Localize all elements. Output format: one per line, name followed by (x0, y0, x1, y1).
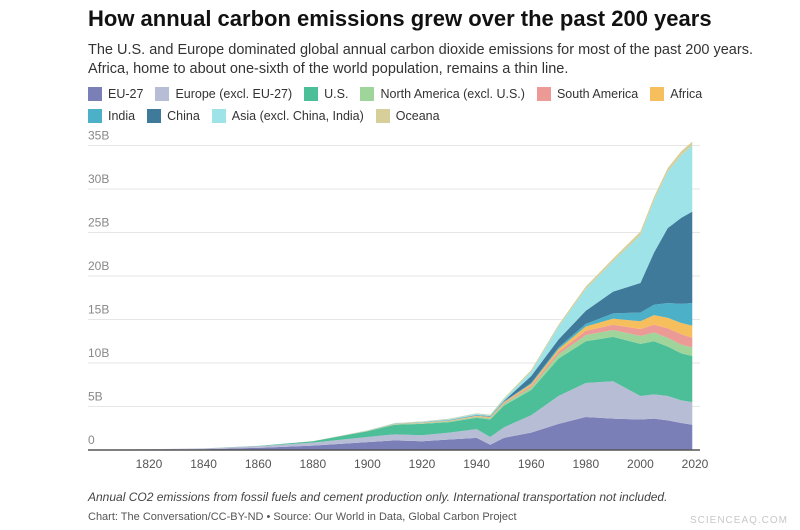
area-series-europe-excl-eu-27- (94, 381, 693, 450)
legend-label: China (167, 109, 200, 123)
area-series-eu-27 (94, 416, 693, 450)
legend-swatch (650, 87, 665, 101)
legend-item: Africa (650, 87, 702, 101)
legend-label: Oceana (395, 109, 440, 123)
y-tick-label: 35B (88, 129, 109, 143)
legend-item: EU-27 (88, 87, 143, 101)
legend-label: Asia (excl. China, India) (231, 109, 364, 123)
legend-swatch (88, 87, 102, 101)
legend-label: North America (excl. U.S.) (380, 87, 525, 101)
area-series-china (94, 211, 693, 450)
legend-label: EU-27 (108, 87, 144, 101)
x-tick-label: 2000 (627, 457, 654, 471)
x-tick-label: 1840 (190, 457, 217, 471)
legend-swatch (88, 109, 102, 123)
legend-label: India (108, 109, 136, 123)
legend-item: China (147, 109, 200, 123)
y-tick-label: 5B (88, 390, 103, 404)
x-tick-label: 2020 (682, 457, 709, 471)
legend-swatch (155, 87, 170, 101)
stacked-area-chart: 0 5B 10B 15B 20B 25B 30B 35B 1820 1840 1860 1880 190… (88, 129, 709, 471)
y-tick-label: 30B (88, 172, 109, 186)
legend-swatch (360, 87, 375, 101)
legend-label: Europe (excl. EU-27) (175, 87, 293, 101)
legend-swatch (536, 87, 551, 101)
legend: EU-27 Europe (excl. EU-27) U.S. North Ameri… (88, 87, 728, 123)
watermark: SCIENCEAQ.COM (689, 515, 788, 526)
legend-item: U.S. (304, 87, 348, 101)
chart-note: Annual CO2 emissions from fossil fuels a… (88, 490, 668, 504)
legend-swatch (375, 109, 390, 123)
chart-subtitle: The U.S. and Europe dominated global ann… (88, 42, 753, 77)
legend-item: Europe (excl. EU-27) (155, 87, 292, 101)
x-tick-label: 1820 (136, 457, 163, 471)
legend-swatch (211, 109, 226, 123)
y-tick-label: 25B (88, 216, 109, 230)
legend-item: South America (536, 87, 639, 101)
chart-source: Chart: The Conversation/CC-BY-ND • Sourc… (88, 511, 517, 523)
y-tick-label: 15B (88, 303, 109, 317)
legend-item: North America (excl. U.S.) (360, 87, 525, 101)
y-tick-label: 20B (88, 259, 109, 273)
area-series-u-s- (94, 336, 693, 450)
x-tick-label: 1940 (463, 457, 490, 471)
legend-label: South America (556, 87, 639, 101)
legend-swatch (304, 87, 319, 101)
chart-title: How annual carbon emissions grew over th… (88, 6, 712, 31)
legend-item: India (88, 109, 135, 123)
legend-label: U.S. (324, 87, 349, 101)
x-tick-label: 1860 (245, 457, 272, 471)
y-tick-label: 10B (88, 346, 109, 360)
x-tick-label: 1880 (299, 457, 326, 471)
area-series-india (94, 302, 693, 450)
legend-item: Asia (excl. China, India) (211, 109, 364, 123)
x-tick-label: 1920 (409, 457, 436, 471)
legend-swatch (147, 109, 162, 123)
x-tick-label: 1900 (354, 457, 381, 471)
legend-label: Africa (670, 87, 703, 101)
x-tick-label: 1980 (572, 457, 599, 471)
x-tick-label: 1960 (518, 457, 545, 471)
y-tick-label: 0 (88, 433, 95, 447)
legend-item: Oceana (375, 109, 440, 123)
